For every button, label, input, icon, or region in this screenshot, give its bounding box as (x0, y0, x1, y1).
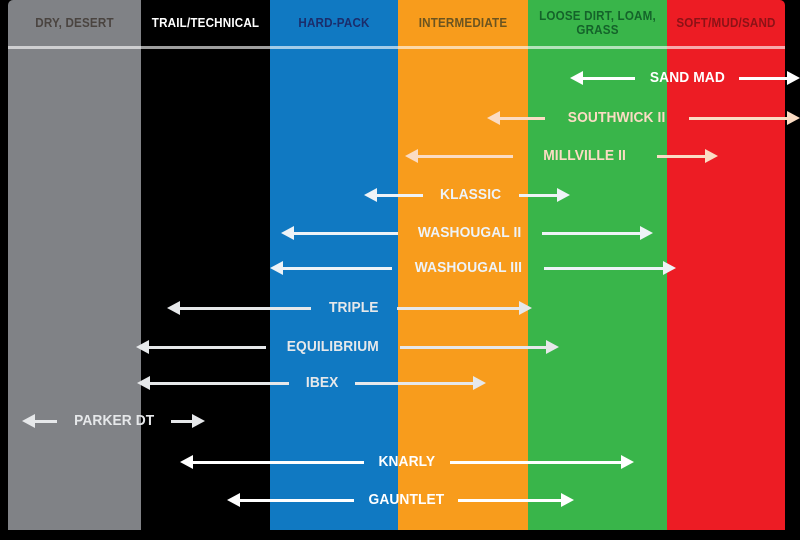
terrain-column-dry-desert (8, 0, 141, 530)
terrain-column-intermediate (398, 0, 528, 530)
column-divider (667, 46, 785, 49)
terrain-column-trail-technical (141, 0, 270, 530)
arrow-head-right-icon (786, 111, 800, 125)
terrain-column-soft-mud-sand (667, 0, 785, 530)
column-divider (8, 46, 141, 49)
column-divider (141, 46, 270, 49)
arrow-head-right-icon (786, 71, 800, 85)
column-divider (398, 46, 528, 49)
terrain-column-loose-dirt (528, 0, 667, 530)
column-divider (270, 46, 398, 49)
terrain-column-hard-pack (270, 0, 398, 530)
column-divider (528, 46, 667, 49)
